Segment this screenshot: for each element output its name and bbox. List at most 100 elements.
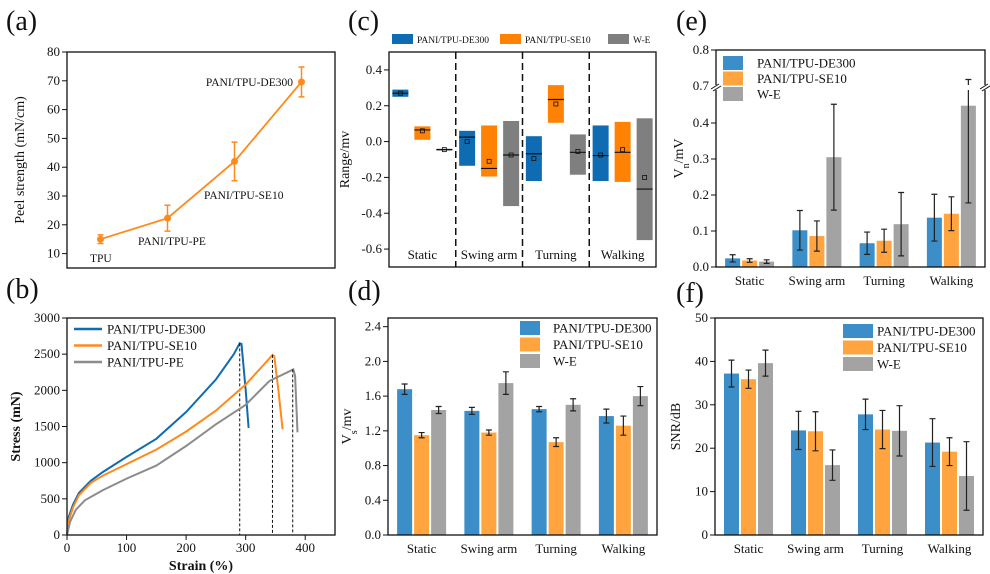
legend-swatch [520, 354, 540, 368]
error-bar [502, 371, 509, 395]
error-bar [864, 231, 871, 255]
range-box [503, 120, 520, 207]
legend-label: PANI/TPU-DE300 [877, 324, 975, 339]
error-bar [728, 359, 735, 388]
series-line [66, 342, 250, 536]
point-annotation: PANI/TPU-PE [138, 236, 206, 248]
y-tick-label: 0.8 [693, 42, 709, 57]
panel-label: (f) [676, 278, 704, 309]
y-tick-label: 10 [47, 246, 60, 261]
panel-label: (c) [348, 6, 379, 37]
error-bar [485, 429, 492, 436]
range-box [525, 136, 542, 181]
bar [942, 451, 957, 535]
y-tick-label: 0.4 [366, 62, 383, 77]
error-bar [418, 431, 425, 439]
legend-label: W-E [757, 87, 781, 102]
bar [741, 379, 756, 535]
bar [759, 261, 775, 267]
point-annotation: TPU [90, 253, 112, 265]
error-bar [603, 408, 610, 424]
y-tick-label: 0.3 [693, 151, 709, 166]
plot-frame [388, 51, 657, 268]
error-bar [929, 418, 936, 468]
legend-swatch [723, 87, 743, 101]
mean-marker [441, 147, 447, 153]
mean-marker [397, 90, 403, 96]
x-category-label: Walking [930, 273, 974, 288]
error-bar [963, 441, 970, 511]
legend-swatch [520, 337, 540, 352]
legend-label: PANI/TPU-DE300 [553, 321, 651, 336]
x-category-label: Turning [535, 541, 577, 556]
bar [565, 404, 581, 535]
panel-label: (e) [676, 6, 707, 37]
mean-marker [419, 128, 425, 134]
bar [859, 243, 875, 267]
y-tick-label: 1500 [34, 419, 60, 434]
y-tick-label: -0.6 [361, 241, 382, 256]
legend-swatch [723, 71, 743, 86]
error-bar [796, 209, 803, 251]
legend-swatch [520, 321, 540, 335]
panel-e: (e) 0.0 0.1 0.2 0.3 0.4 0.7 0.8 Vn/mV Static Swing… [672, 6, 990, 288]
legend-swatch [843, 324, 873, 338]
y-tick-label: 0.4 [365, 492, 382, 507]
bar [858, 414, 873, 535]
error-bar [879, 409, 886, 450]
error-bar [896, 405, 903, 457]
data-point [231, 157, 238, 165]
legend-label: PANI/TPU-PE [107, 355, 184, 370]
error-bar [620, 415, 627, 436]
y-tick-label: 1.6 [365, 388, 382, 403]
x-category-label: Walking [602, 541, 646, 556]
x-category-label: Static [734, 541, 764, 556]
bar [826, 157, 842, 267]
plot-frame [66, 317, 336, 536]
error-bar [553, 437, 560, 448]
bar [925, 442, 940, 535]
plot-frame [387, 317, 658, 536]
bar [791, 430, 806, 535]
y-tick-label: 0 [702, 527, 709, 542]
y-axis-label: Peel strength (mN/cm) [13, 96, 28, 224]
legend-swatch [608, 34, 629, 44]
error-bar [746, 258, 753, 263]
range-box [459, 130, 476, 166]
bar [548, 442, 564, 535]
bar [481, 432, 497, 535]
panel-label: (a) [6, 6, 37, 37]
error-bar [948, 196, 955, 232]
y-tick-label: 20 [695, 440, 708, 455]
panel-b: (b) 0 500 1000 1500 2000 2500 3000 Stress (mN) 0 1… [6, 274, 336, 574]
legend-swatch [843, 340, 873, 355]
bar [615, 425, 631, 535]
x-category-label: Turning [863, 273, 905, 288]
bar [431, 410, 447, 535]
panel-d: (d) 0.0 0.4 0.8 1.2 1.6 2.0 2.4 Vs/mv Static Swing… [340, 276, 658, 556]
error-bar [812, 411, 819, 452]
error-bar [763, 259, 770, 264]
plot-frame [715, 49, 986, 268]
y-tick-label: 0 [54, 527, 61, 542]
y-tick-label: 0.1 [693, 223, 709, 238]
bar [724, 373, 739, 535]
bar [875, 429, 890, 535]
range-box [547, 85, 564, 123]
x-category-label: Static [407, 541, 437, 556]
y-tick-label: 80 [47, 44, 60, 59]
x-category-label: Walking [928, 541, 972, 556]
mean-marker [553, 101, 559, 107]
error-bar [965, 78, 972, 204]
bar [926, 217, 942, 267]
error-bar [435, 405, 442, 415]
legend-label: PANI/TPU-SE10 [107, 338, 197, 353]
mean-marker [620, 147, 626, 153]
plot-frame [714, 317, 984, 536]
y-axis-label-part: s [349, 430, 360, 434]
series-line [100, 81, 303, 241]
range-box [569, 134, 586, 175]
y-tick-label: 20 [47, 217, 60, 232]
y-axis-label: SNR/dB [669, 403, 684, 450]
data-point [298, 78, 305, 86]
